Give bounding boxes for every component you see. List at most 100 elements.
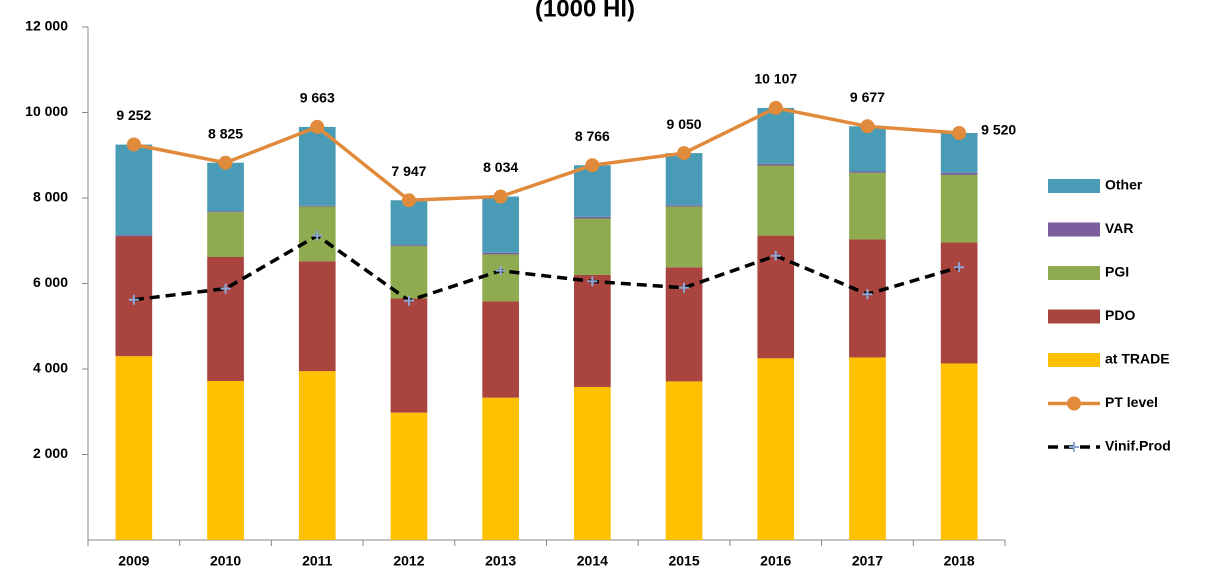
data-label: 8 825: [208, 125, 243, 141]
bar-segment: [940, 174, 978, 243]
bar-segment: [482, 301, 519, 398]
legend-swatch: [1048, 222, 1100, 237]
y-tick-label: 12 000: [25, 18, 68, 34]
bar-segment: [207, 380, 244, 540]
bar-segment: [115, 235, 153, 237]
bar-segment: [482, 196, 519, 253]
data-label: 8 034: [483, 159, 518, 175]
legend-label: Vinif.Prod: [1105, 438, 1171, 454]
y-tick-label: 8 000: [33, 189, 68, 205]
legend-label: VAR: [1105, 220, 1134, 236]
bar-segment: [849, 172, 886, 240]
bar-segment: [574, 218, 611, 275]
x-tick-label: 2011: [302, 553, 333, 569]
line: [133, 233, 960, 303]
bar-segment: [665, 206, 703, 268]
bar-segment: [207, 256, 244, 381]
x-tick-label: 2010: [210, 553, 241, 569]
bar-segment: [757, 358, 795, 540]
bar-segment: [390, 412, 428, 540]
marker: [768, 100, 783, 115]
bar-segment: [115, 144, 153, 236]
bar-segment: [298, 261, 336, 372]
legend-label: at TRADE: [1105, 351, 1170, 367]
y-tick-label: 4 000: [33, 360, 68, 376]
y-tick-label: 10 000: [25, 103, 68, 119]
marker: [403, 295, 414, 306]
marker: [310, 119, 325, 134]
bar-segment: [390, 245, 428, 246]
marker: [126, 137, 141, 152]
bar-segment: [207, 211, 244, 213]
bar-segment: [665, 381, 703, 540]
bar-segment: [390, 298, 428, 413]
marker: [493, 189, 508, 204]
legend-marker: [1067, 396, 1081, 411]
bar-segment: [574, 386, 611, 540]
bar-segment: [757, 165, 795, 236]
marker: [585, 158, 600, 173]
x-tick-label: 2014: [577, 553, 608, 569]
legend-swatch: [1048, 266, 1100, 280]
data-label: 9 252: [116, 107, 151, 123]
legend-label: PDO: [1105, 307, 1135, 323]
bar-segment: [665, 153, 703, 206]
bar-segment: [207, 162, 244, 212]
bar-segment: [115, 356, 153, 540]
y-tick-label: 2 000: [33, 445, 68, 461]
bar-segment: [574, 274, 611, 387]
bar-segment: [665, 205, 703, 207]
legend-label: PGI: [1105, 264, 1129, 280]
marker: [954, 262, 965, 273]
legend-label: PT level: [1105, 394, 1158, 410]
marker: [677, 146, 692, 161]
bar-segment: [482, 252, 519, 255]
x-tick-label: 2015: [668, 553, 699, 569]
bar-segment: [298, 126, 336, 206]
legend-swatch: [1048, 309, 1100, 324]
data-label: 9 520: [981, 122, 1016, 138]
x-tick-label: 2012: [393, 553, 424, 569]
y-tick-label: 6 000: [33, 274, 68, 290]
marker: [952, 126, 967, 141]
line: [133, 106, 960, 203]
data-label: 9 050: [667, 116, 702, 132]
bar-segment: [298, 205, 336, 207]
x-tick-label: 2017: [852, 553, 883, 569]
legend-swatch: [1048, 353, 1100, 367]
bar-segment: [574, 165, 611, 217]
bar-segment: [940, 242, 978, 364]
chart-title: (1000 Hl): [535, 0, 635, 22]
bar-segment: [482, 254, 519, 302]
bar-segment: [298, 371, 336, 540]
bar-segment: [390, 245, 428, 299]
bar-segment: [757, 107, 795, 164]
bar-segment: [757, 163, 795, 166]
x-tick-label: 2013: [485, 553, 516, 569]
bar-segment: [574, 216, 611, 219]
data-label: 9 677: [850, 89, 885, 105]
bar-segment: [390, 200, 428, 246]
marker: [128, 294, 139, 305]
bar-segment: [207, 212, 244, 257]
marker: [862, 289, 873, 300]
x-tick-label: 2009: [118, 553, 149, 569]
marker: [770, 250, 781, 261]
legend-swatch: [1048, 179, 1100, 193]
marker: [312, 230, 323, 241]
marker: [218, 155, 233, 170]
data-label: 7 947: [391, 163, 426, 179]
x-tick-label: 2018: [944, 553, 975, 569]
marker: [679, 282, 690, 293]
data-label: 10 107: [754, 71, 797, 87]
marker: [495, 265, 506, 276]
marker: [587, 276, 598, 287]
legend-marker: [1069, 442, 1079, 452]
x-tick-label: 2016: [760, 553, 791, 569]
bar-segment: [940, 363, 978, 540]
bar-segment: [849, 171, 886, 173]
marker: [860, 119, 875, 134]
bar-segment: [849, 357, 886, 540]
legend-label: Other: [1105, 177, 1143, 193]
